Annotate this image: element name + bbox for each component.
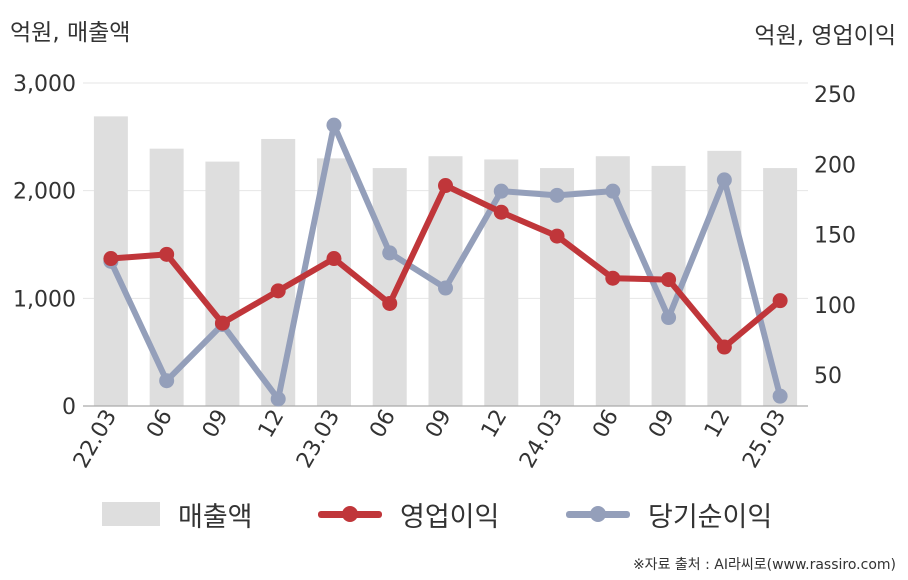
x-tick-label: 24.03 — [515, 406, 568, 473]
x-tick-label: 09 — [644, 406, 680, 443]
legend-item-net-income: 당기순이익 — [566, 494, 772, 534]
x-tick-label: 09 — [198, 406, 234, 443]
right-tick-label: 50 — [814, 364, 842, 389]
x-tick-label: 06 — [365, 406, 401, 443]
right-tick-label: 150 — [814, 224, 856, 249]
bar — [763, 168, 798, 406]
legend-swatch-operating-profit — [318, 502, 382, 526]
series-point — [382, 245, 398, 261]
series-point — [103, 251, 119, 267]
series-point — [549, 187, 565, 203]
left-tick-label: 1,000 — [13, 287, 76, 312]
legend-swatch-net-income — [566, 502, 630, 526]
x-tick-label: 12 — [254, 406, 290, 443]
series-point — [661, 310, 677, 326]
right-tick-label: 100 — [814, 294, 856, 319]
series-point — [326, 251, 342, 267]
series-point — [382, 295, 398, 311]
left-tick-label: 2,000 — [13, 180, 76, 205]
series-point — [716, 339, 732, 355]
line-series — [103, 117, 788, 407]
left-axis-unit: 억원, 매출액 — [10, 20, 131, 46]
series-point — [159, 246, 175, 262]
legend-swatch-revenue — [102, 502, 160, 526]
legend-label-operating-profit: 영업이익 — [400, 501, 500, 533]
bar — [540, 168, 575, 406]
right-tick-label: 200 — [814, 153, 856, 178]
series-point — [605, 183, 621, 199]
x-tick-label: 12 — [477, 406, 513, 443]
left-tick-label: 3,000 — [13, 72, 76, 97]
source-note: ※자료 출처 : AI라씨로(www.rassiro.com) — [632, 557, 896, 573]
legend: 매출액 영업이익 당기순이익 — [100, 494, 800, 534]
series-point — [214, 315, 230, 331]
x-tick-label: 06 — [142, 406, 178, 443]
series-point — [493, 183, 509, 199]
series-point — [326, 117, 342, 133]
series-point — [549, 228, 565, 244]
bar — [261, 138, 296, 406]
x-tick-label: 12 — [700, 406, 736, 443]
x-tick-label: 06 — [588, 406, 624, 443]
x-tick-label: 23.03 — [292, 406, 345, 473]
bar — [372, 168, 407, 406]
series-point — [716, 172, 732, 188]
series-point — [270, 391, 286, 407]
x-tick-label: 09 — [421, 406, 457, 443]
legend-label-revenue: 매출액 — [178, 501, 253, 533]
legend-label-net-income: 당기순이익 — [648, 501, 773, 533]
bar — [484, 159, 519, 406]
series-point — [493, 204, 509, 220]
legend-item-revenue: 매출액 — [102, 494, 253, 534]
series-point — [270, 283, 286, 299]
right-tick-label: 250 — [814, 83, 856, 108]
series-point — [159, 373, 175, 389]
right-axis-unit: 억원, 영업이익 — [754, 23, 896, 49]
legend-item-operating-profit: 영업이익 — [318, 494, 499, 534]
series-point — [661, 272, 677, 288]
series-point — [772, 388, 788, 404]
x-tick-label: 25.03 — [738, 406, 791, 473]
series-point — [438, 178, 453, 194]
series-point — [772, 293, 788, 309]
left-tick-label: 0 — [62, 395, 76, 420]
series-point — [605, 270, 621, 286]
bar — [316, 158, 351, 406]
series-point — [438, 280, 453, 296]
revenue-bars — [93, 116, 798, 407]
bar — [707, 150, 742, 406]
bar — [205, 161, 240, 406]
x-tick-label: 22.03 — [69, 406, 122, 473]
